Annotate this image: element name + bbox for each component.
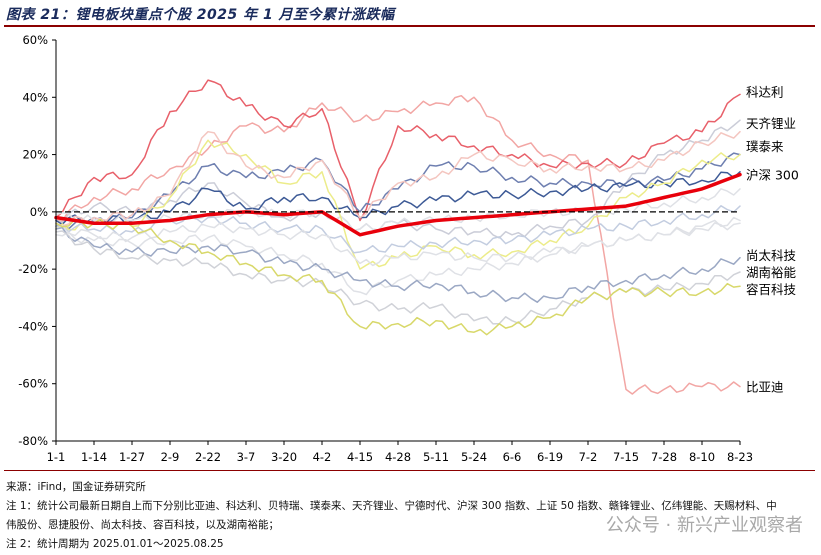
x-tick-label: 5-11 — [423, 450, 449, 464]
series-end-label: 比亚迪 — [746, 380, 784, 395]
series-end-label: 科达利 — [746, 85, 784, 100]
x-tick-label: 1-14 — [81, 450, 107, 464]
x-tick-label: 5-24 — [461, 450, 487, 464]
x-tick-label: 1-27 — [119, 450, 145, 464]
x-tick-label: 8-10 — [689, 450, 715, 464]
x-tick-label: 8-23 — [727, 450, 753, 464]
series-end-label: 天齐锂业 — [746, 116, 796, 131]
y-tick-label: -20% — [18, 262, 48, 276]
series-line-沪深300 — [54, 172, 742, 237]
series-end-label: 尚太科技 — [746, 248, 797, 263]
x-tick-label: 3-7 — [237, 450, 256, 464]
x-tick-label: 7-2 — [579, 450, 598, 464]
x-tick-label: 6-6 — [503, 450, 522, 464]
note-1-line-1: 注 1：统计公司最新日期自上而下分别比亚迪、科达利、贝特瑞、璞泰来、天齐锂业、宁… — [6, 500, 777, 512]
y-tick-label: 0% — [30, 205, 48, 219]
y-tick-label: 40% — [22, 90, 48, 104]
series-line-上证50指数 — [55, 188, 741, 232]
series-line-天赐材料 — [55, 205, 741, 254]
series-line-恩捷股份 — [55, 222, 741, 296]
y-tick-label: 20% — [22, 148, 48, 162]
x-tick-label: 2-22 — [195, 450, 221, 464]
y-tick-label: 60% — [22, 33, 48, 47]
x-tick-label: 7-15 — [613, 450, 639, 464]
series-line-比亚迪 — [55, 94, 741, 395]
page-title: 图表 21：锂电板块重点个股 2025 年 1 月至今累计涨跌幅 — [6, 7, 395, 23]
x-tick-label: 6-19 — [537, 450, 563, 464]
series-line-科达利 — [55, 79, 741, 222]
note-1-line-2: 伟股份、恩捷股份、尚太科技、容百科技，以及湖南裕能； — [6, 519, 279, 531]
x-tick-label: 3-20 — [271, 450, 297, 464]
series-end-label: 容百科技 — [746, 282, 797, 297]
series-end-label: 沪深 300 — [746, 168, 799, 183]
x-tick-label: 1-1 — [47, 450, 66, 464]
series-line-尚太科技 — [55, 226, 741, 303]
y-tick-label: -80% — [18, 434, 48, 448]
series-line-容百科技 — [55, 218, 741, 336]
watermark: 公众号 · 新兴产业观察者 — [605, 515, 803, 536]
chart-notes: 来源：iFind，国金证券研究所 注 1：统计公司最新日期自上而下分别比亚迪、科… — [6, 478, 818, 554]
series-end-label: 湖南裕能 — [746, 265, 797, 280]
y-tick-label: -40% — [18, 319, 48, 333]
footer-divider — [4, 470, 815, 471]
y-tick-label: -60% — [18, 377, 48, 391]
note-2: 注 2：统计周期为 2025.01.01～2025.08.25 — [6, 538, 224, 550]
source-note: 来源：iFind，国金证券研究所 — [6, 481, 146, 493]
series-end-label: 璞泰来 — [746, 139, 784, 154]
series-line-亿纬锂能 — [55, 130, 741, 227]
title-divider — [4, 25, 815, 27]
line-chart: -80% -60% -40% -20% 0% 20% 40% 60% 1-1 1-14 1-27 2-… — [18, 33, 799, 464]
x-tick-label: 4-2 — [313, 450, 332, 464]
series-line-宁德时代 — [55, 171, 741, 226]
x-tick-label: 7-28 — [651, 450, 677, 464]
x-tick-label: 4-28 — [385, 450, 411, 464]
x-tick-label: 2-9 — [161, 450, 180, 464]
x-tick-label: 4-15 — [347, 450, 373, 464]
